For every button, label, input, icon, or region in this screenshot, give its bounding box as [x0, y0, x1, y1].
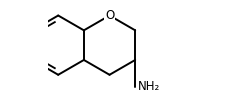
Text: O: O	[105, 9, 114, 22]
Text: NH₂: NH₂	[138, 80, 160, 93]
